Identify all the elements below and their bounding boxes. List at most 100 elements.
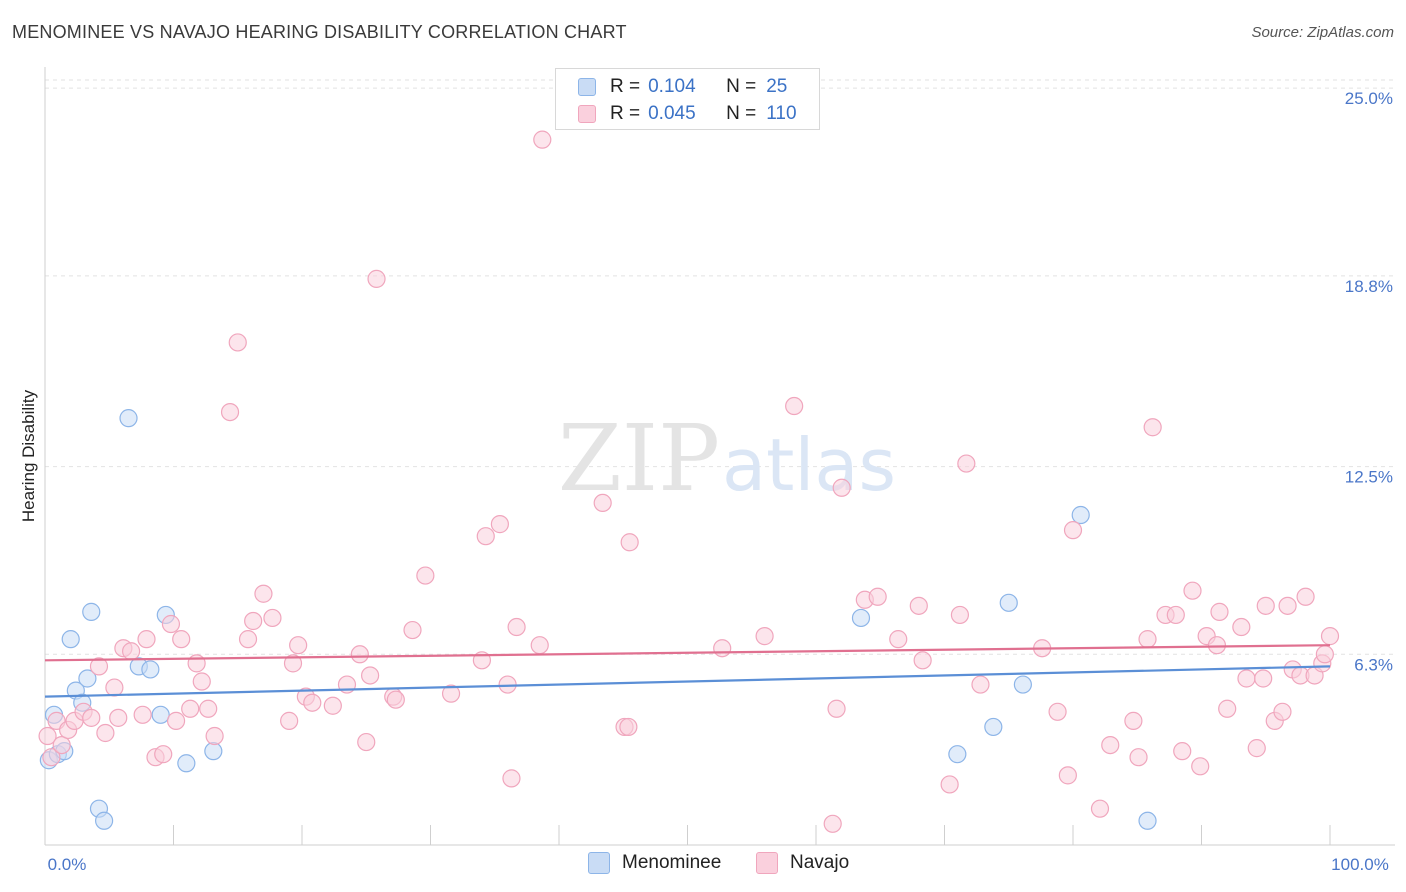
navajo-point-98 [1256,596,1275,615]
navajo-point-89 [1191,757,1210,776]
navajo-point-20 [172,630,191,649]
legend-swatch-navajo [578,105,596,123]
data-points [38,130,1340,833]
navajo-point-59 [620,533,639,552]
navajo-point-78 [1063,521,1083,540]
stats-legend: R = 0.104 N = 25 R = 0.045 N = 110 [555,68,820,130]
navajo-point-88 [1183,581,1202,600]
navajo-point-95 [1237,669,1256,688]
navajo-point-73 [957,454,976,473]
legend-n-label: N = [726,76,757,97]
navajo-point-30 [254,584,273,603]
menominee-point-20 [984,717,1003,737]
legend-r-value: 0.045 [648,103,696,124]
menominee-point-10 [95,811,114,830]
y-tick-labels: 6.3% 12.5% 18.8% 25.0% [1345,89,1393,674]
navajo-point-28 [238,630,258,649]
navajo-point-52 [502,769,521,788]
navajo-point-11 [109,708,128,727]
navajo-point-13 [121,642,141,661]
legend-n-value: 110 [766,103,797,124]
legend-n-label: N = [726,103,757,124]
navajo-point-83 [1138,630,1157,649]
menominee-point-18 [851,608,871,628]
y-tick-label-3: 25.0% [1345,89,1393,108]
navajo-point-1 [42,748,61,767]
navajo-point-36 [303,693,322,712]
navajo-point-70 [913,651,932,670]
y-tick-label-2: 18.8% [1345,277,1393,296]
navajo-point-94 [1232,617,1251,637]
navajo-point-100 [1273,702,1292,721]
navajo-point-101 [1278,596,1297,615]
navajo-point-10 [105,678,124,697]
legend-r-label: R = [610,103,641,124]
navajo-point-60 [713,639,732,658]
legend-r-value: 0.104 [648,76,696,97]
navajo-point-64 [827,699,846,718]
x-tick-label-1: 100.0% [1331,855,1389,874]
menominee-point-14 [151,705,170,724]
navajo-point-84 [1143,418,1162,437]
navajo-point-21 [181,699,200,718]
navajo-point-40 [357,732,376,752]
menominee-point-13 [141,660,160,679]
navajo-point-39 [350,645,369,664]
navajo-point-67 [868,587,887,606]
navajo-point-96 [1247,739,1266,758]
watermark-zip: ZIP [558,405,720,512]
x-tick-label-0: 0.0% [48,855,87,874]
legend-label-menominee: Menominee [622,852,722,873]
navajo-point-42 [367,269,386,288]
navajo-point-53 [507,617,526,637]
navajo-point-55 [530,636,549,655]
navajo-point-74 [971,675,990,694]
navajo-point-92 [1210,602,1229,621]
navajo-point-34 [289,636,308,655]
navajo-point-58 [619,717,638,737]
navajo-point-108 [1320,627,1340,646]
trend-lines [44,644,1331,698]
navajo-point-107 [1315,645,1334,664]
legend-r-label: R = [610,76,641,97]
navajo-point-29 [244,611,263,631]
navajo-point-104 [1296,587,1315,606]
navajo-point-9 [96,723,115,743]
navajo-point-76 [1048,702,1067,721]
menominee-point-23 [1071,505,1090,525]
navajo-point-8 [89,657,109,676]
menominee-point-21 [999,593,1018,612]
navajo-point-24 [199,699,218,718]
legend-swatch-menominee [578,78,596,96]
menominee-point-7 [78,669,97,688]
y-tick-label-1: 12.5% [1345,468,1393,487]
navajo-point-33 [283,654,303,673]
legend-item-navajo[interactable]: Navajo [756,852,849,874]
navajo-point-45 [403,620,422,640]
legend-item-menominee[interactable]: Menominee [588,852,721,874]
navajo-point-63 [823,814,842,833]
navajo-point-71 [940,775,959,794]
navajo-point-50 [490,515,509,534]
gridlines [45,79,1395,655]
x-tick-labels: 0.0% 100.0% [48,855,1389,874]
navajo-point-19 [166,711,186,730]
navajo-point-72 [950,605,970,625]
navajo-point-93 [1218,699,1237,718]
y-axis-title: Hearing Disability [19,389,38,522]
menominee-point-8 [82,602,101,621]
navajo-point-25 [205,726,224,746]
navajo-trend-line [44,644,1331,662]
navajo-point-47 [441,684,461,703]
navajo-point-56 [593,493,612,513]
navajo-point-86 [1166,605,1185,625]
menominee-point-19 [948,745,967,764]
navajo-point-77 [1058,766,1077,785]
menominee-point-24 [1138,811,1157,830]
source-label: Source: ZipAtlas.com [1251,24,1394,41]
navajo-point-44 [386,690,405,709]
chart-title: MENOMINEE VS NAVAJO HEARING DISABILITY C… [12,22,627,42]
navajo-point-68 [889,630,908,649]
navajo-point-32 [280,711,299,730]
navajo-point-49 [476,527,495,546]
